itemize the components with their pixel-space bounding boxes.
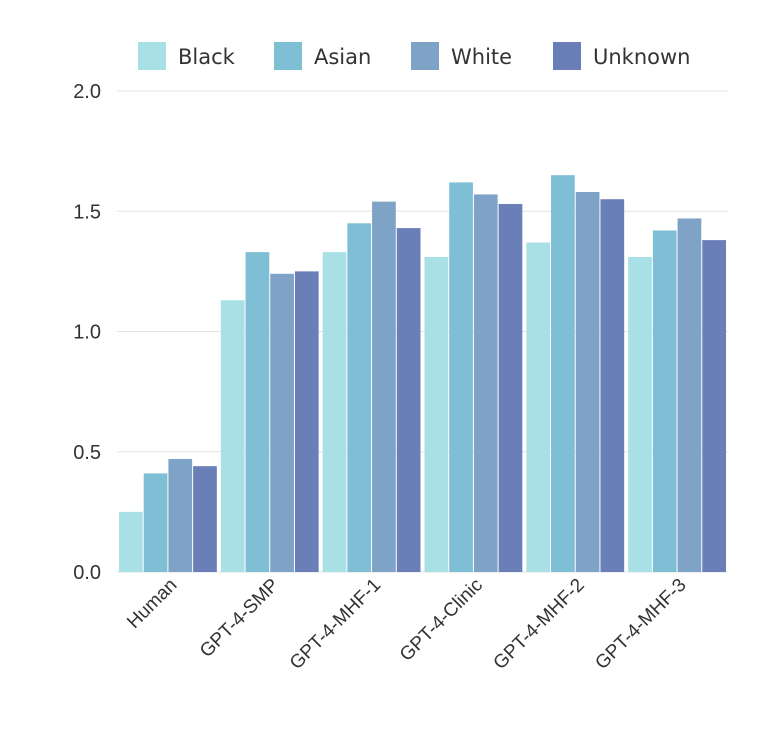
bars xyxy=(119,175,726,573)
bar-unknown-4 xyxy=(600,199,625,572)
legend-label-unknown: Unknown xyxy=(593,45,690,69)
y-tick-label: 1.5 xyxy=(73,201,101,223)
bar-unknown-3 xyxy=(498,204,523,572)
bar-black-0 xyxy=(119,511,143,572)
bar-asian-2 xyxy=(347,223,372,572)
bar-unknown-2 xyxy=(396,228,421,572)
bar-unknown-5 xyxy=(702,240,726,573)
y-axis: 0.0 0.5 1.0 1.5 2.0 xyxy=(73,81,101,584)
x-category-label: Human xyxy=(123,575,181,633)
y-tick-label: 1.0 xyxy=(73,322,101,344)
bar-asian-0 xyxy=(143,473,168,572)
legend-swatch-black xyxy=(138,42,166,70)
x-category-label: GPT-4-Clinic xyxy=(396,575,487,666)
bar-white-3 xyxy=(473,194,498,573)
bar-black-2 xyxy=(322,252,347,572)
legend-label-black: Black xyxy=(178,45,236,69)
legend-swatch-asian xyxy=(274,42,302,70)
legend-swatch-white xyxy=(411,42,439,70)
bar-black-4 xyxy=(526,242,551,572)
y-tick-label: 0.5 xyxy=(73,442,101,464)
bar-white-4 xyxy=(575,192,600,572)
bar-asian-1 xyxy=(245,252,270,572)
bar-unknown-1 xyxy=(294,271,319,572)
legend: Black Asian White Unknown xyxy=(138,42,690,70)
y-tick-label: 2.0 xyxy=(73,81,101,103)
bar-black-3 xyxy=(424,256,449,572)
bar-white-1 xyxy=(270,273,294,572)
x-category-label: GPT-4-SMP xyxy=(196,575,283,662)
legend-label-asian: Asian xyxy=(314,45,371,69)
x-category-label: GPT-4-MHF-3 xyxy=(591,575,690,674)
x-category-label: GPT-4-MHF-2 xyxy=(490,575,589,674)
x-category-label: GPT-4-MHF-1 xyxy=(286,575,385,674)
gridlines xyxy=(117,90,728,573)
legend-label-white: White xyxy=(451,45,512,69)
bar-asian-4 xyxy=(551,175,575,573)
bar-black-1 xyxy=(220,300,245,572)
y-tick-label: 0.0 xyxy=(73,562,101,584)
legend-swatch-unknown xyxy=(553,42,581,70)
bar-unknown-0 xyxy=(193,466,217,572)
bar-asian-3 xyxy=(449,182,473,572)
bar-white-5 xyxy=(677,218,702,572)
bar-black-5 xyxy=(628,256,652,572)
bar-white-0 xyxy=(168,458,193,572)
x-axis: Human GPT-4-SMP GPT-4-MHF-1 GPT-4-Clinic GPT… xyxy=(123,575,690,674)
bar-asian-5 xyxy=(652,230,677,573)
bar-white-2 xyxy=(372,201,396,572)
